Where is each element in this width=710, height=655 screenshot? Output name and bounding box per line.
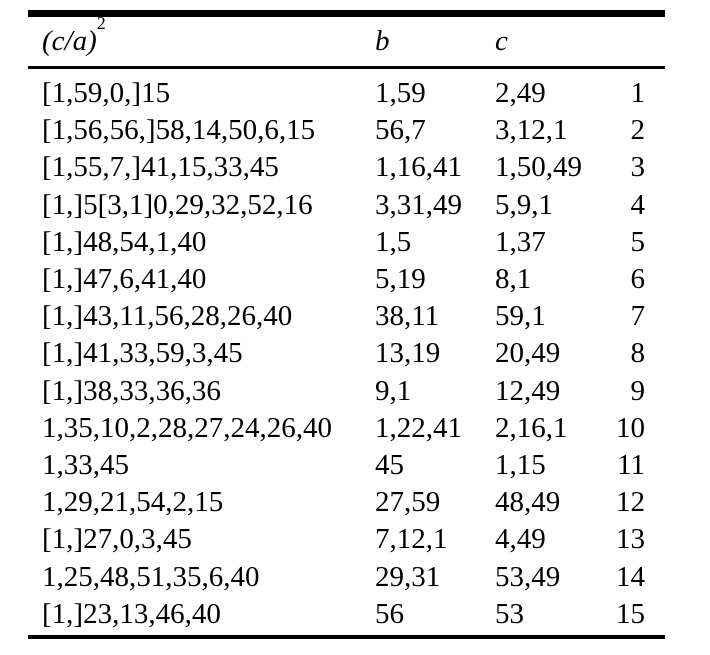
cell-index: 13 (616, 523, 645, 556)
cell-index: 15 (616, 597, 645, 630)
cell-b: 1,59 (375, 77, 426, 109)
cell-ca: 1,35,10,2,28,27,24,26,40 (42, 411, 332, 444)
table-row: [1,]23,13,46,40 56 53 15 (28, 596, 665, 633)
table-row: [1,]48,54,1,40 1,5 1,37 5 (28, 224, 665, 261)
table-row: 1,29,21,54,2,15 27,59 48,49 12 (28, 484, 665, 521)
cell-c: 20,49 (495, 337, 561, 370)
cell-index: 10 (616, 411, 645, 444)
table-row: 1,25,48,51,35,6,40 29,31 53,49 14 (28, 559, 665, 596)
data-table: (c/a)2 b c [1,59,0,]15 1,59 2,49 1 [1,56… (28, 10, 665, 640)
cell-c: 2,49 (495, 77, 546, 109)
cell-c: 5,9,1 (495, 188, 553, 221)
bottom-rule (28, 635, 665, 640)
cell-b: 7,12,1 (375, 523, 448, 556)
cell-c: 2,16,1 (495, 411, 568, 444)
cell-index: 5 (630, 225, 646, 258)
cell-c: 48,49 (495, 486, 561, 519)
cell-ca: [1,]38,33,36,36 (42, 374, 221, 407)
cell-b: 56,7 (375, 114, 426, 147)
cell-index: 9 (630, 374, 646, 407)
cell-ca: [1,]43,11,56,28,26,40 (42, 300, 293, 333)
cell-c: 53,49 (495, 560, 561, 593)
cell-index: 11 (617, 449, 645, 482)
header-c: c (495, 25, 508, 57)
cell-ca: [1,59,0,]15 (42, 77, 171, 109)
cell-c: 3,12,1 (495, 114, 568, 147)
cell-index: 12 (616, 486, 645, 519)
table-row: [1,55,7,]41,15,33,45 1,16,41 1,50,49 3 (28, 149, 665, 186)
cell-b: 56 (375, 597, 404, 630)
cell-b: 29,31 (375, 560, 441, 593)
table-row: 1,33,45 45 1,15 11 (28, 447, 665, 484)
cell-b: 5,19 (375, 263, 426, 296)
cell-ca: [1,]23,13,46,40 (42, 597, 221, 630)
cell-ca: [1,]48,54,1,40 (42, 225, 207, 258)
cell-ca: [1,]41,33,59,3,45 (42, 337, 243, 370)
cell-ca: [1,]47,6,41,40 (42, 263, 207, 296)
cell-ca: 1,25,48,51,35,6,40 (42, 560, 260, 593)
cell-c: 4,49 (495, 523, 546, 556)
cell-b: 45 (375, 449, 404, 482)
cell-index: 4 (630, 188, 646, 221)
cell-index: 7 (630, 300, 646, 333)
cell-c: 12,49 (495, 374, 561, 407)
cell-b: 27,59 (375, 486, 441, 519)
cell-c: 8,1 (495, 263, 532, 296)
table-row: [1,]5[3,1]0,29,32,52,16 3,31,49 5,9,1 4 (28, 187, 665, 224)
cell-index: 2 (630, 114, 646, 147)
header-b: b (375, 25, 390, 57)
cell-b: 38,11 (375, 300, 440, 333)
cell-c: 1,50,49 (495, 151, 582, 184)
cell-b: 3,31,49 (375, 188, 462, 221)
table-body: [1,59,0,]15 1,59 2,49 1 [1,56,56,]58,14,… (28, 69, 665, 635)
cell-ca: 1,29,21,54,2,15 (42, 486, 224, 519)
cell-ca: [1,55,7,]41,15,33,45 (42, 151, 279, 184)
header-ca-squared: (c/a)2 (28, 14, 375, 66)
header-ca-base: (c/a) (42, 25, 97, 57)
cell-c: 1,37 (495, 225, 546, 258)
table-row: [1,]38,33,36,36 9,1 12,49 9 (28, 373, 665, 410)
cell-index: 3 (630, 151, 646, 184)
cell-c: 53 (495, 597, 524, 630)
cell-index: 14 (616, 560, 645, 593)
header-ca-exponent: 2 (96, 13, 106, 34)
cell-index: 1 (630, 77, 646, 109)
table-row: [1,]27,0,3,45 7,12,1 4,49 13 (28, 521, 665, 558)
table-row: 1,35,10,2,28,27,24,26,40 1,22,41 2,16,1 … (28, 410, 665, 447)
cell-ca: [1,56,56,]58,14,50,6,15 (42, 114, 316, 147)
table-header-row: (c/a)2 b c (28, 14, 665, 66)
cell-c: 1,15 (495, 449, 546, 482)
cell-ca: [1,]5[3,1]0,29,32,52,16 (42, 188, 313, 221)
cell-index: 6 (630, 263, 646, 296)
cell-ca: [1,]27,0,3,45 (42, 523, 192, 556)
cell-b: 9,1 (375, 374, 412, 407)
cell-b: 13,19 (375, 337, 441, 370)
cell-ca: 1,33,45 (42, 449, 129, 482)
table-row: [1,56,56,]58,14,50,6,15 56,7 3,12,1 2 (28, 112, 665, 149)
cell-b: 1,22,41 (375, 411, 462, 444)
cell-index: 8 (630, 337, 646, 370)
cell-b: 1,5 (375, 225, 412, 258)
table-row: [1,]41,33,59,3,45 13,19 20,49 8 (28, 335, 665, 372)
cell-c: 59,1 (495, 300, 546, 333)
table-row: [1,]47,6,41,40 5,19 8,1 6 (28, 261, 665, 298)
table-row: [1,59,0,]15 1,59 2,49 1 (28, 75, 665, 112)
table-row: [1,]43,11,56,28,26,40 38,11 59,1 7 (28, 298, 665, 335)
cell-b: 1,16,41 (375, 151, 462, 184)
header-rule (28, 66, 665, 69)
top-rule (28, 10, 665, 17)
